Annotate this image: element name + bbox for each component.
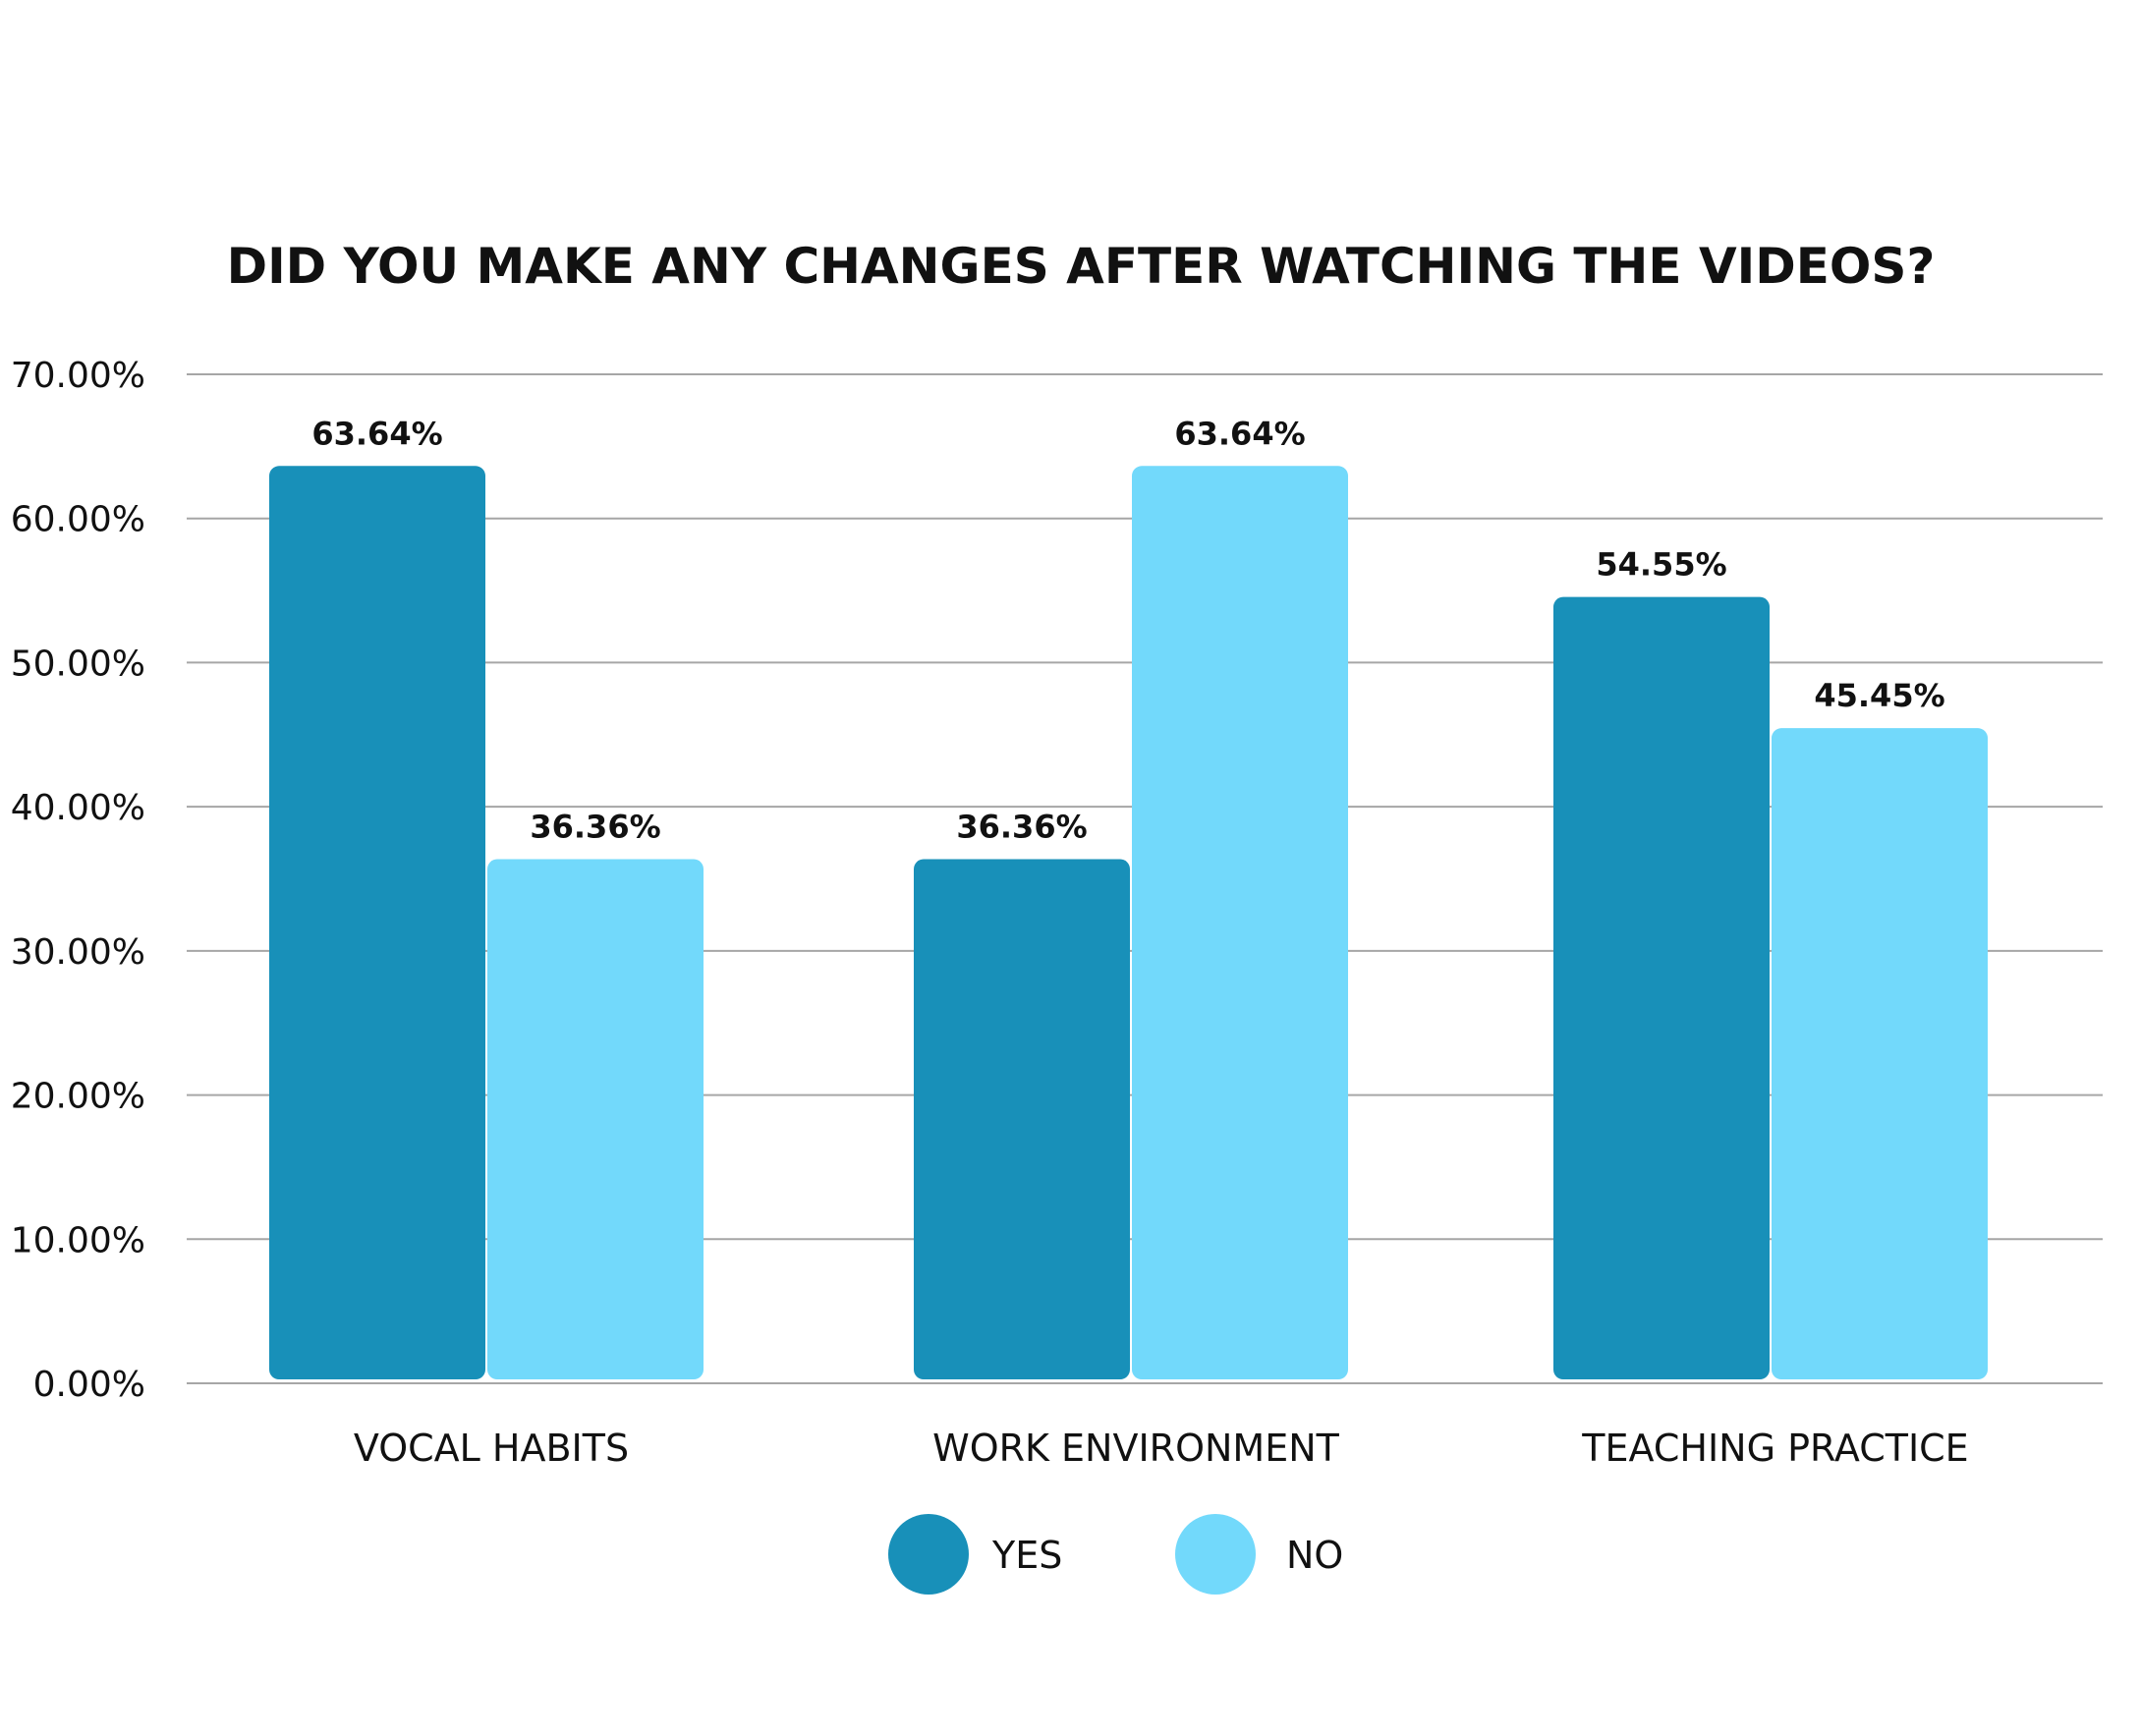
- y-tick-label: 20.00%: [11, 1077, 145, 1117]
- y-axis-ticks: 0.00% 10.00% 20.00% 30.00% 40.00% 50.00% 60.00…: [11, 356, 145, 1405]
- bar-no: [1772, 728, 1988, 1379]
- y-tick-label: 70.00%: [11, 356, 145, 396]
- legend-swatch-yes: [888, 1514, 969, 1595]
- legend-label: NO: [1286, 1534, 1343, 1577]
- category-label: TEACHING PRACTICE: [1581, 1427, 1968, 1470]
- y-tick-label: 60.00%: [11, 500, 145, 540]
- y-tick-label: 30.00%: [11, 932, 145, 973]
- category-label: VOCAL HABITS: [354, 1427, 629, 1470]
- category-labels: VOCAL HABITS WORK ENVIRONMENT TEACHING PRA…: [354, 1427, 1969, 1470]
- legend: YES NO: [888, 1514, 1343, 1595]
- bar-yes: [269, 466, 485, 1379]
- data-label: 54.55%: [1596, 546, 1726, 584]
- data-label: 36.36%: [956, 809, 1087, 846]
- category-label: WORK ENVIRONMENT: [932, 1427, 1339, 1470]
- legend-label: YES: [991, 1534, 1062, 1577]
- chart-title: DID YOU MAKE ANY CHANGES AFTER WATCHING …: [227, 238, 1936, 295]
- y-tick-label: 10.00%: [11, 1220, 145, 1260]
- data-label: 63.64%: [1174, 415, 1305, 452]
- data-label: 36.36%: [530, 809, 660, 846]
- bar-no: [487, 859, 704, 1379]
- data-labels: 63.64% 36.36% 36.36% 63.64% 54.55% 45.45%: [311, 415, 1944, 845]
- data-label: 63.64%: [311, 415, 442, 452]
- bar-no: [1132, 466, 1348, 1379]
- data-label: 45.45%: [1814, 677, 1944, 714]
- legend-swatch-no: [1175, 1514, 1256, 1595]
- bar-yes: [914, 859, 1130, 1379]
- bar-yes: [1553, 596, 1770, 1379]
- y-tick-label: 40.00%: [11, 788, 145, 828]
- y-tick-label: 50.00%: [11, 644, 145, 684]
- bars: [269, 466, 1988, 1379]
- y-tick-label: 0.00%: [33, 1365, 145, 1405]
